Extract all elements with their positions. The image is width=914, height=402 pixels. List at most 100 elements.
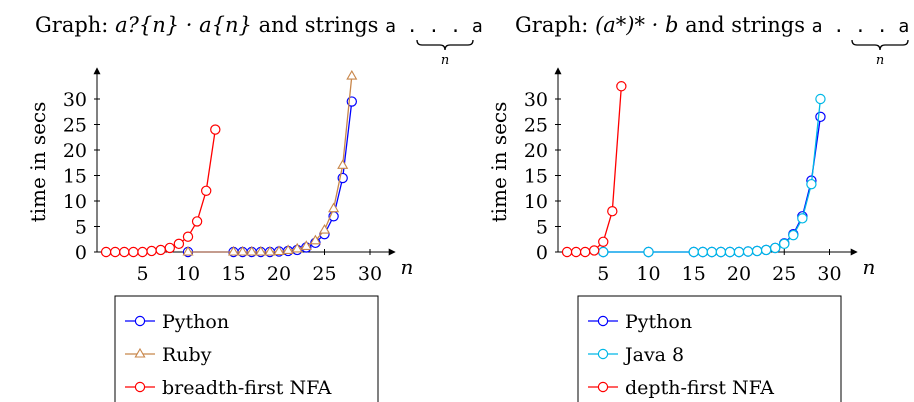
data-point xyxy=(724,246,736,258)
data-point xyxy=(815,93,826,105)
data-point xyxy=(561,246,573,258)
series-ruby xyxy=(182,69,358,256)
title-underbrace xyxy=(416,39,474,51)
x-tick-label: 15 xyxy=(682,263,706,285)
y-tick-label: 15 xyxy=(524,166,548,188)
legend-item: depth-first NFA xyxy=(588,377,774,399)
legend-marker xyxy=(134,381,146,393)
data-point xyxy=(173,238,185,250)
x-tick-label: 30 xyxy=(817,263,841,285)
y-tick-label: 20 xyxy=(63,140,87,162)
data-point xyxy=(806,178,817,190)
data-point xyxy=(770,242,781,254)
legend-label: Python xyxy=(625,311,692,333)
y-tick-label: 5 xyxy=(536,217,548,239)
y-tick-label: 5 xyxy=(75,217,87,239)
data-point xyxy=(227,245,240,256)
data-point xyxy=(237,245,249,256)
title-brace-label: n xyxy=(441,53,449,68)
legend-box xyxy=(114,295,379,402)
data-point xyxy=(579,246,591,258)
data-point xyxy=(164,242,175,254)
x-tick-label: 30 xyxy=(358,263,382,285)
data-point xyxy=(191,216,203,227)
series-line xyxy=(106,129,216,253)
legend: Python Ruby breadth-first NFA xyxy=(114,295,379,402)
data-point xyxy=(570,246,582,258)
y-tick-label: 30 xyxy=(524,89,548,111)
data-point xyxy=(119,246,130,258)
x-tick-label: 10 xyxy=(176,263,200,285)
legend-marker xyxy=(597,315,609,327)
data-point xyxy=(815,111,826,123)
series-line xyxy=(603,98,822,253)
data-point xyxy=(137,246,148,258)
chart-2: Graph: (a*)* · b and strings a . . . a n 5… xyxy=(487,13,909,402)
y-tick-label: 20 xyxy=(524,140,548,162)
data-point xyxy=(109,246,121,258)
data-point xyxy=(589,245,600,256)
legend-item: Python xyxy=(125,311,229,333)
y-tick-label: 10 xyxy=(63,191,87,213)
series-line xyxy=(603,116,822,253)
series-breadth-first-nfa xyxy=(100,124,221,258)
data-point xyxy=(742,246,754,257)
legend-label: Ruby xyxy=(162,344,212,366)
chart-1: Graph: a?{n} · a{n} and strings a . . . … xyxy=(26,13,483,402)
title-math: (a*)* · b xyxy=(595,13,678,37)
y-axis-label: time in secs xyxy=(487,102,511,223)
data-point xyxy=(210,124,221,135)
x-tick-label: 25 xyxy=(772,263,796,285)
y-tick-label: 25 xyxy=(63,115,87,137)
y-tick-label: 15 xyxy=(63,166,87,188)
x-axis-label: n xyxy=(863,255,876,279)
x-axis-label: n xyxy=(401,255,414,279)
legend-marker xyxy=(134,347,146,358)
x-tick-label: 5 xyxy=(136,263,148,285)
x-tick-label: 5 xyxy=(597,263,609,285)
data-point xyxy=(182,231,194,242)
data-point xyxy=(616,81,627,92)
y-axis-label: time in secs xyxy=(26,102,50,223)
data-point xyxy=(146,245,157,257)
y-tick-label: 10 xyxy=(524,191,548,213)
data-point xyxy=(264,245,276,256)
legend-item: Ruby xyxy=(125,344,212,366)
legend-marker xyxy=(134,315,146,327)
y-tick-label: 30 xyxy=(63,89,87,111)
data-point xyxy=(282,244,294,255)
data-point xyxy=(328,202,340,213)
x-tick-label: 20 xyxy=(727,263,751,285)
title-suffix: and strings xyxy=(252,13,385,37)
data-point xyxy=(797,213,808,224)
legend-label: depth-first NFA xyxy=(625,377,774,399)
data-point xyxy=(733,246,745,258)
data-point xyxy=(788,229,799,241)
chart-title: Graph: a?{n} · a{n} and strings a . . . … xyxy=(35,13,483,37)
legend-marker xyxy=(597,381,609,393)
data-point xyxy=(200,185,212,196)
title-math: a?{n} · a{n} xyxy=(115,13,252,37)
legend-item: breadth-first NFA xyxy=(125,377,332,399)
title-underbrace xyxy=(851,39,909,51)
data-point xyxy=(715,246,727,258)
data-point xyxy=(697,246,709,258)
data-point xyxy=(273,245,285,256)
series-line xyxy=(567,86,622,253)
y-tick-label: 25 xyxy=(524,115,548,137)
title-suffix: and strings xyxy=(678,13,811,37)
series-python xyxy=(182,96,357,258)
legend-label: Python xyxy=(162,311,229,333)
data-point xyxy=(182,245,194,256)
data-point xyxy=(300,240,312,250)
legend-item: Java 8 xyxy=(588,344,684,366)
data-point xyxy=(598,246,609,258)
title-brace-label: n xyxy=(876,53,884,68)
data-point xyxy=(751,245,763,257)
data-point xyxy=(346,69,358,80)
data-point xyxy=(598,236,609,247)
y-tick-label: 0 xyxy=(536,242,548,264)
data-point xyxy=(706,246,718,258)
data-point xyxy=(337,159,349,169)
